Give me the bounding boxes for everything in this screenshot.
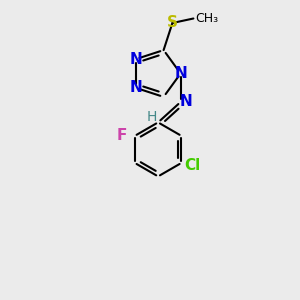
Text: N: N [130, 80, 142, 95]
Text: Cl: Cl [184, 158, 201, 173]
Text: S: S [167, 16, 178, 31]
Text: N: N [174, 66, 187, 81]
Text: H: H [146, 110, 157, 124]
Text: CH₃: CH₃ [195, 12, 218, 25]
Text: N: N [130, 52, 142, 67]
Text: N: N [180, 94, 192, 110]
Text: F: F [117, 128, 127, 143]
